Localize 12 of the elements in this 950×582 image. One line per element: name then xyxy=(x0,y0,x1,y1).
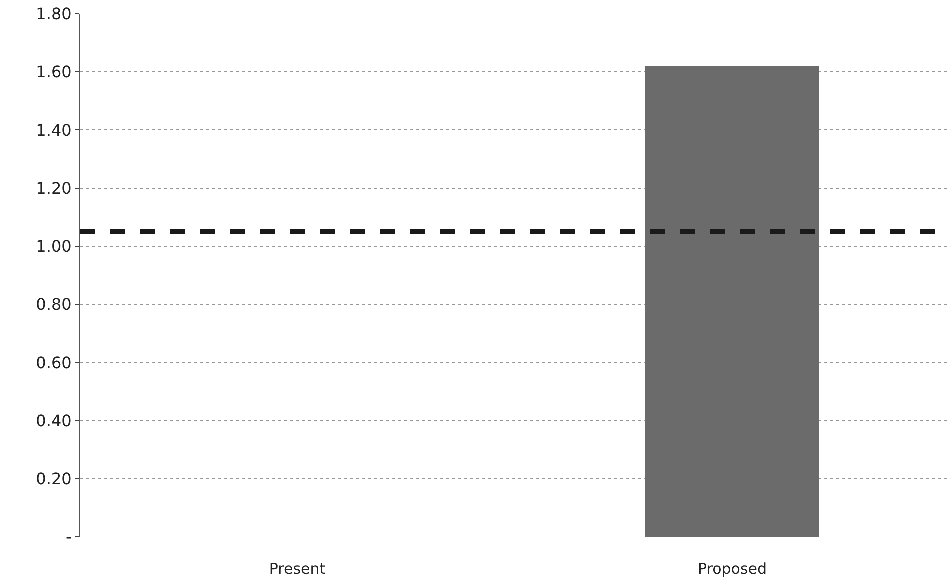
x-tick-label: Present xyxy=(269,560,326,578)
y-tick-label: 1.40 xyxy=(36,120,72,140)
y-tick-label: 0.40 xyxy=(36,411,72,430)
y-tick-label: 1.60 xyxy=(36,62,72,82)
y-tick-label: 1.20 xyxy=(36,178,72,198)
y-tick-label: 1.80 xyxy=(36,4,72,24)
y-tick-label: 0.20 xyxy=(36,469,72,488)
y-tick-label: 0.60 xyxy=(36,353,72,372)
x-tick-label: Proposed xyxy=(698,560,768,578)
y-tick-label: 0.80 xyxy=(36,295,72,314)
y-tick-label: - xyxy=(66,528,72,547)
y-tick-label: 1.00 xyxy=(36,237,72,256)
